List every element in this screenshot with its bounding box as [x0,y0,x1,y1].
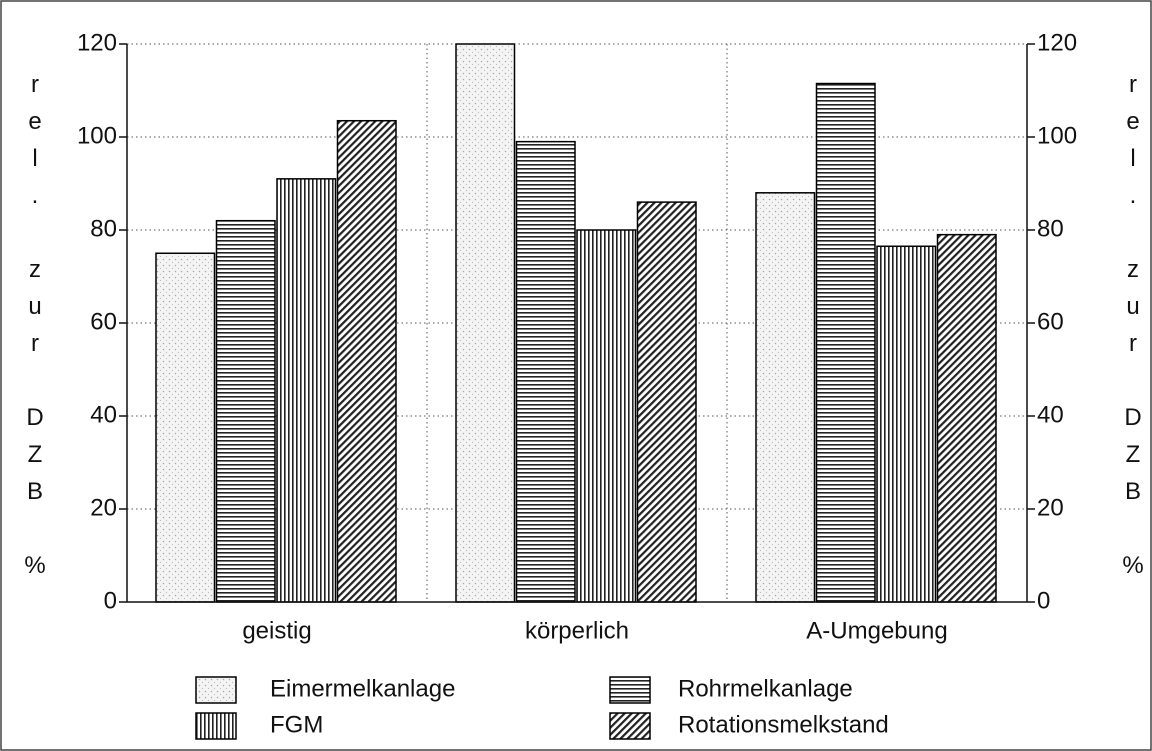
bar [636,201,697,603]
y-tick-label: 100 [77,122,117,149]
bar [876,245,937,603]
bar [276,178,337,603]
bar [755,192,816,603]
bar [576,229,637,603]
bar [455,43,516,603]
legend-label: Rohrmelkanlage [678,675,853,702]
y-tick-label: 60 [90,308,117,335]
legend-swatch [609,712,651,740]
y2-tick-label: 60 [1037,308,1064,335]
y2-tick-label: 0 [1037,587,1050,614]
y-tick-label: 80 [90,215,117,242]
legend-label: FGM [270,711,323,738]
legend-swatch [609,676,651,704]
bar [155,252,216,603]
x-tick-label: A-Umgebung [806,617,947,644]
bar [936,233,997,603]
y2-tick-label: 100 [1037,122,1077,149]
y2-tick-label: 40 [1037,401,1064,428]
y2-tick-label: 80 [1037,215,1064,242]
bar [815,82,876,603]
legend-label: Eimermelkanlage [270,675,455,702]
bar [336,119,397,603]
x-tick-label: körperlich [525,617,629,644]
y-tick-label: 40 [90,401,117,428]
x-tick-label: geistig [242,617,311,644]
legend-label: Rotationsmelkstand [678,711,889,738]
y2-tick-label: 120 [1037,29,1077,56]
legend-swatch [195,676,237,704]
y2-tick-label: 20 [1037,494,1064,521]
legend-swatch [195,712,237,740]
y-tick-label: 0 [104,587,117,614]
y-tick-label: 120 [77,29,117,56]
bar [215,219,276,603]
y-tick-label: 20 [90,494,117,521]
bar [515,140,576,603]
